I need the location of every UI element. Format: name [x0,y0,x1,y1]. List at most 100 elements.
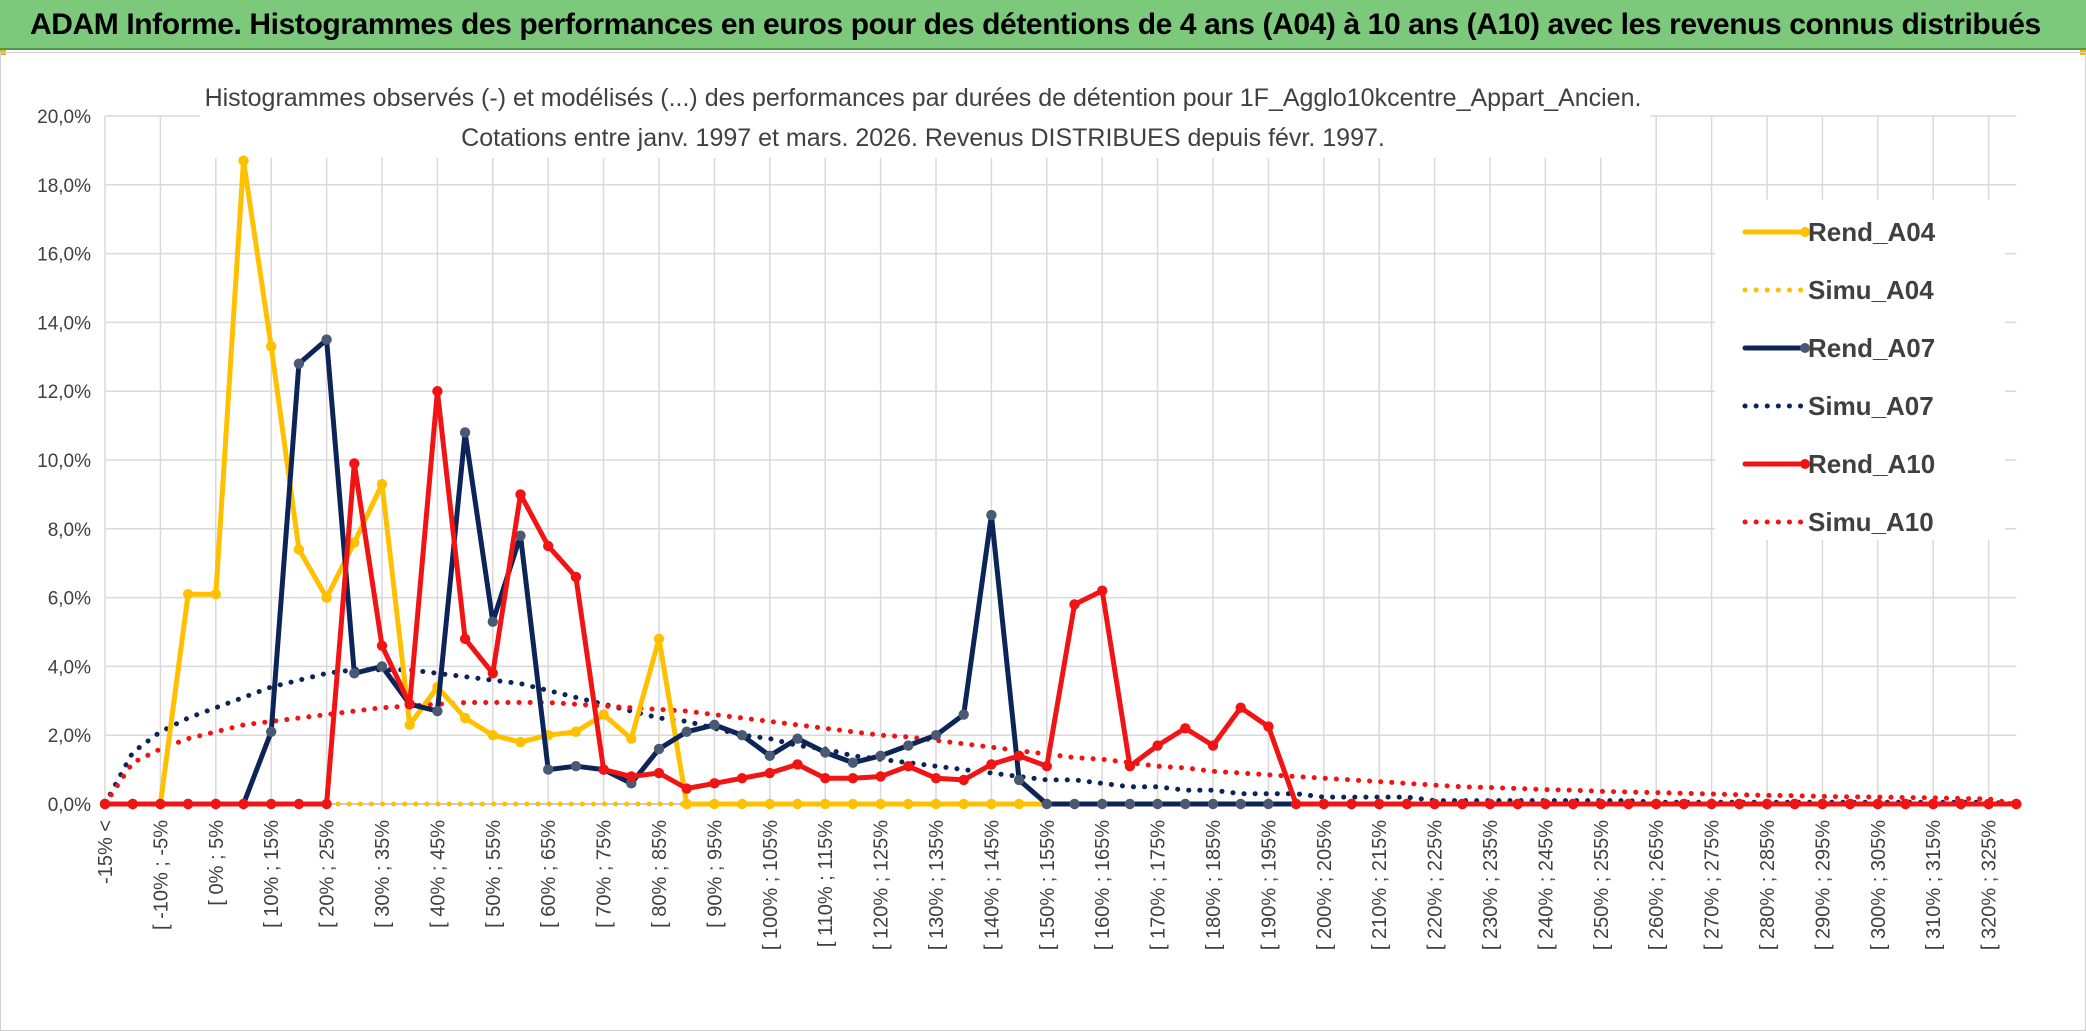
data-point [930,798,942,810]
data-point [736,773,748,784]
report-title: ADAM Informe. Histogrammes des performan… [30,8,2041,41]
x-tick-label: [ 150% ; 155% [1037,820,1059,950]
data-point [930,730,942,741]
data-point [681,798,692,810]
x-tick-label: [ 190% ; 195% [1258,820,1280,950]
data-point [1651,798,1662,810]
data-point [155,798,166,810]
data-point [1097,585,1108,596]
data-point [487,730,498,741]
legend-label: Simu_A07 [1808,391,1934,421]
data-point [875,798,886,810]
data-point [1429,798,1440,810]
data-point [515,489,526,500]
x-tick-label: [ 240% ; 245% [1535,820,1557,950]
data-point [266,798,277,810]
legend-label: Rend_A10 [1808,449,1935,479]
data-point [986,509,997,521]
x-tick-label: [ 50% ; 55% [483,820,505,928]
data-point [958,774,969,786]
data-point [570,760,582,772]
data-point [653,633,665,645]
report-header: ADAM Informe. Histogrammes des performan… [0,0,2086,50]
data-point [1124,760,1136,772]
x-tick-label: [ 120% ; 125% [871,820,893,950]
y-tick-label: 18,0% [37,176,91,197]
data-point [1097,798,1108,810]
data-point [487,616,498,627]
data-point [1401,798,1413,810]
data-point [404,719,415,731]
data-point [1207,740,1219,751]
y-tick-label: 2,0% [48,726,91,747]
y-tick-label: 16,0% [37,245,91,266]
data-point [1346,798,1357,810]
y-tick-label: 12,0% [37,382,91,403]
data-point [875,771,886,782]
x-tick-label: [ 280% ; 285% [1757,820,1779,950]
data-point [653,743,665,755]
data-point [1595,798,1607,810]
data-point [1013,798,1025,810]
data-point [376,661,388,672]
data-point [1678,798,1690,810]
data-point [792,733,803,744]
data-point [376,478,388,490]
data-point [321,334,332,345]
x-tick-label: [ 160% ; 165% [1092,820,1114,950]
data-point [958,798,969,810]
data-point [1844,798,1856,810]
y-tick-label: 10,0% [37,451,91,472]
title-backdrop [200,78,1650,158]
legend-marker [1800,343,1810,353]
data-point [598,709,609,720]
data-point [903,740,914,751]
data-point [182,588,194,600]
data-point [1540,798,1551,810]
data-point [1484,798,1496,810]
x-tick-label: [ 260% ; 265% [1646,820,1668,950]
data-point [847,757,859,768]
data-point [1900,798,1911,810]
y-tick-label: 6,0% [48,589,91,610]
y-tick-label: 20,0% [37,107,91,128]
data-point [820,773,831,784]
data-point [681,783,692,794]
x-tick-label: [ 210% ; 215% [1369,820,1391,950]
y-tick-label: 0,0% [48,795,91,816]
data-point [515,530,526,541]
data-point [1817,798,1828,810]
data-point [1041,798,1053,810]
x-tick-label: [ 140% ; 145% [981,820,1003,950]
data-point [432,386,443,397]
x-tick-label: [ 90% ; 95% [704,820,726,928]
legend-marker [1800,459,1810,469]
data-point [1955,798,1967,810]
data-point [875,750,886,762]
data-point [1734,798,1745,810]
data-point [1235,702,1246,713]
legend-label: Simu_A10 [1808,507,1934,537]
data-point [986,759,997,770]
data-point [487,668,498,679]
data-point [266,341,277,352]
y-tick-label: 8,0% [48,520,91,541]
x-tick-label: [ 180% ; 185% [1203,820,1225,950]
x-tick-label: -15% < [95,820,117,884]
data-point [903,760,914,772]
legend-backdrop [1715,200,2005,540]
data-point [1263,798,1274,810]
x-tick-label: [ 70% ; 75% [594,820,616,928]
x-tick-label: [ 270% ; 275% [1702,820,1724,950]
data-point [1041,760,1053,772]
series [99,155,2022,810]
data-point [986,798,997,810]
data-point [1318,798,1330,810]
data-point [1152,740,1163,751]
data-point [293,358,305,369]
series-line-Rend_A10 [102,388,2019,807]
data-point [820,798,831,810]
data-point [820,747,831,758]
data-point [1152,798,1163,810]
data-point [709,719,720,731]
